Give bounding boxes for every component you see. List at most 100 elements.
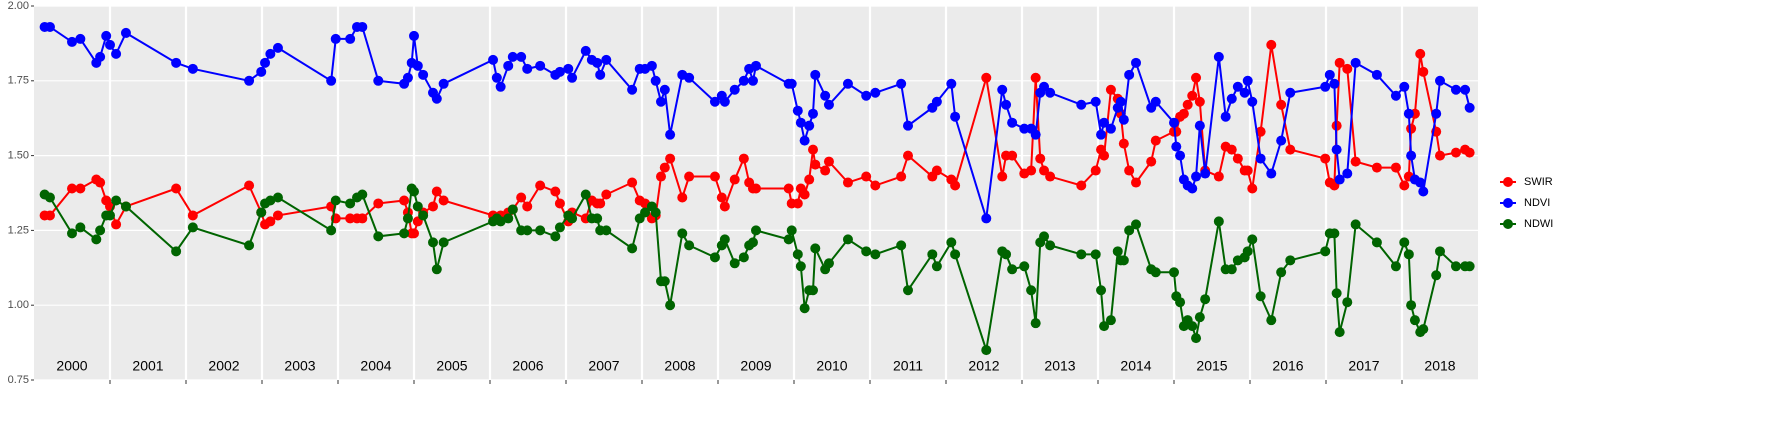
x-tick-label: 2012 bbox=[968, 358, 999, 374]
point bbox=[1146, 156, 1157, 167]
point bbox=[1035, 153, 1046, 164]
point bbox=[1169, 267, 1179, 278]
point bbox=[931, 96, 942, 107]
point bbox=[1247, 96, 1258, 107]
point bbox=[931, 261, 942, 272]
point bbox=[1194, 96, 1205, 107]
point bbox=[503, 213, 514, 224]
point bbox=[709, 171, 720, 182]
point bbox=[601, 225, 612, 236]
point bbox=[1124, 165, 1135, 176]
point bbox=[554, 198, 565, 209]
point bbox=[870, 249, 881, 260]
point bbox=[438, 78, 449, 89]
point bbox=[1431, 270, 1442, 281]
point bbox=[1371, 69, 1382, 80]
point bbox=[91, 234, 102, 245]
point bbox=[810, 159, 821, 170]
x-tick-label: 2014 bbox=[1120, 358, 1151, 374]
point bbox=[1150, 135, 1161, 146]
point bbox=[795, 261, 806, 272]
point bbox=[677, 228, 688, 239]
point bbox=[810, 69, 821, 80]
point bbox=[1403, 108, 1414, 119]
point bbox=[75, 183, 86, 194]
point bbox=[1131, 219, 1141, 230]
point bbox=[1099, 321, 1110, 332]
point bbox=[1331, 144, 1342, 155]
point bbox=[783, 183, 794, 194]
point bbox=[1334, 174, 1345, 185]
point bbox=[1096, 129, 1107, 140]
point bbox=[677, 192, 688, 203]
point bbox=[1171, 141, 1182, 152]
point bbox=[345, 33, 356, 44]
point bbox=[95, 225, 106, 236]
point bbox=[719, 201, 730, 212]
point bbox=[1220, 111, 1231, 122]
point bbox=[438, 237, 449, 248]
point bbox=[820, 165, 831, 176]
point bbox=[946, 78, 957, 89]
point bbox=[409, 228, 419, 239]
point bbox=[808, 144, 818, 155]
point bbox=[1403, 249, 1414, 260]
point bbox=[402, 72, 413, 83]
legend-label: NDVI bbox=[1524, 197, 1550, 209]
point bbox=[1431, 108, 1442, 119]
point bbox=[1324, 69, 1335, 80]
point bbox=[550, 231, 561, 242]
point bbox=[522, 225, 533, 236]
point bbox=[1406, 300, 1417, 311]
point bbox=[1187, 183, 1198, 194]
point bbox=[861, 171, 872, 182]
point bbox=[1131, 57, 1141, 68]
point bbox=[1096, 285, 1107, 296]
point bbox=[111, 48, 122, 59]
point bbox=[567, 72, 578, 83]
point bbox=[1320, 246, 1331, 257]
point bbox=[1255, 153, 1266, 164]
point bbox=[738, 75, 749, 86]
point bbox=[535, 60, 546, 71]
point bbox=[567, 213, 578, 224]
point bbox=[75, 33, 86, 44]
point bbox=[256, 207, 267, 218]
point bbox=[1255, 126, 1266, 137]
point bbox=[1285, 255, 1296, 266]
point bbox=[272, 42, 283, 53]
point bbox=[1415, 177, 1426, 188]
point bbox=[402, 213, 413, 224]
point bbox=[1007, 264, 1018, 275]
point bbox=[684, 171, 695, 182]
legend-marker bbox=[1503, 198, 1513, 208]
point bbox=[1285, 144, 1296, 155]
point bbox=[428, 237, 438, 248]
point bbox=[1105, 315, 1116, 326]
point bbox=[729, 174, 740, 185]
point bbox=[522, 201, 533, 212]
point bbox=[272, 192, 283, 203]
point bbox=[1350, 156, 1361, 167]
point bbox=[861, 246, 872, 257]
point bbox=[823, 99, 834, 110]
point bbox=[495, 81, 506, 92]
point bbox=[535, 225, 546, 236]
legend-marker bbox=[1503, 177, 1513, 187]
point bbox=[1213, 51, 1224, 62]
point bbox=[1169, 117, 1179, 128]
point bbox=[1232, 81, 1243, 92]
point bbox=[896, 171, 907, 182]
point bbox=[1099, 117, 1110, 128]
point bbox=[431, 186, 442, 197]
point bbox=[431, 264, 442, 275]
point bbox=[903, 120, 913, 131]
point bbox=[870, 87, 881, 98]
point bbox=[650, 75, 661, 86]
point bbox=[981, 72, 992, 83]
point bbox=[550, 186, 561, 197]
point bbox=[1200, 294, 1211, 305]
point bbox=[171, 246, 182, 257]
point bbox=[903, 150, 913, 161]
point bbox=[409, 186, 419, 197]
